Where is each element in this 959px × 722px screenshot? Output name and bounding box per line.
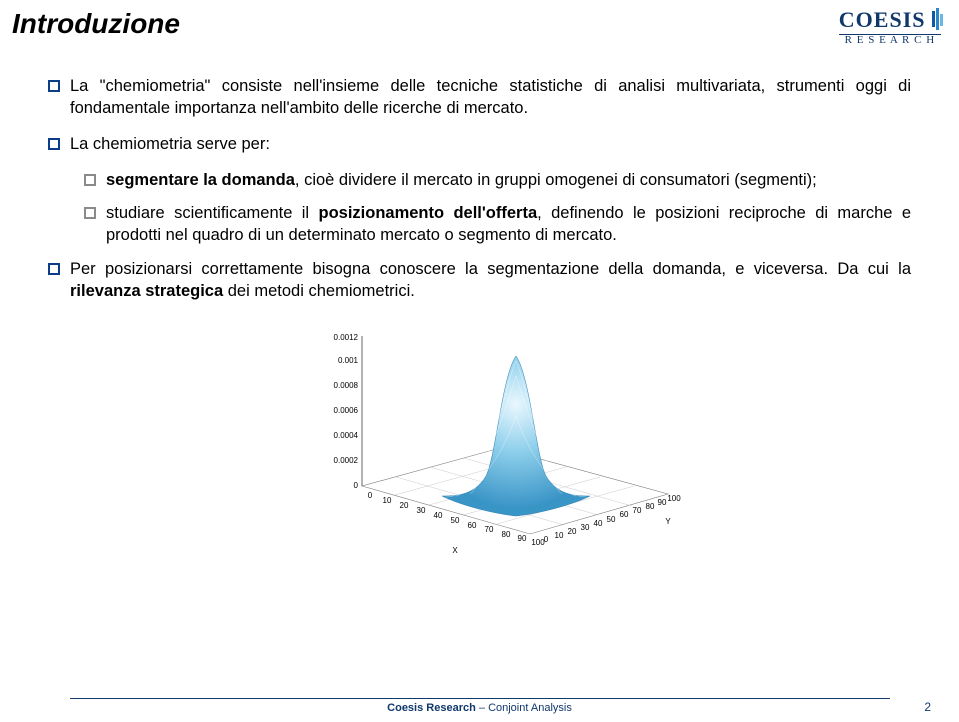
svg-text:10: 10 (554, 531, 563, 540)
footer: Coesis Research – Conjoint Analysis 2 (0, 698, 959, 714)
logo-top-text: COESIS (839, 7, 926, 32)
svg-text:60: 60 (467, 521, 476, 530)
bold-span: segmentare la domanda (106, 171, 295, 189)
svg-text:60: 60 (619, 510, 628, 519)
logo-text: COESIS (839, 8, 941, 31)
bullet-text: La chemiometria serve per: (70, 134, 911, 156)
bullet-subitem: studiare scientificamente il posizioname… (84, 203, 911, 247)
text-span: dei metodi chemiometrici. (223, 282, 415, 300)
bold-span: posizionamento dell'offerta (318, 204, 537, 222)
svg-text:30: 30 (416, 506, 425, 515)
bullet-square-icon (48, 80, 60, 92)
svg-text:10: 10 (382, 496, 391, 505)
svg-text:0.0012: 0.0012 (333, 333, 358, 342)
text-span: , cioè dividere il mercato in gruppi omo… (295, 171, 817, 189)
svg-text:90: 90 (517, 534, 526, 543)
bullet-square-icon (84, 174, 96, 186)
bullet-item: La chemiometria serve per: (48, 134, 911, 156)
footer-sep: – (476, 702, 488, 714)
bullet-text: segmentare la domanda, cioè dividere il … (106, 170, 911, 192)
svg-text:80: 80 (501, 530, 510, 539)
svg-text:90: 90 (657, 498, 666, 507)
content-area: La "chemiometria" consiste nell'insieme … (0, 46, 959, 556)
footer-product: Conjoint Analysis (488, 702, 572, 714)
page-title: Introduzione (12, 8, 180, 40)
svg-text:50: 50 (606, 515, 615, 524)
bullet-item: Per posizionarsi correttamente bisogna c… (48, 259, 911, 303)
svg-text:70: 70 (632, 506, 641, 515)
page-number: 2 (924, 700, 931, 714)
footer-brand: Coesis Research (387, 702, 476, 714)
svg-text:80: 80 (645, 502, 654, 511)
footer-text: Coesis Research – Conjoint Analysis (387, 702, 572, 714)
svg-text:0: 0 (367, 491, 372, 500)
bullet-square-icon (48, 138, 60, 150)
svg-text:50: 50 (450, 516, 459, 525)
svg-text:40: 40 (593, 519, 602, 528)
svg-text:0.0008: 0.0008 (333, 381, 358, 390)
svg-text:70: 70 (484, 525, 493, 534)
bullet-text: Per posizionarsi correttamente bisogna c… (70, 259, 911, 303)
svg-text:0: 0 (353, 481, 358, 490)
bold-span: rilevanza strategica (70, 282, 223, 300)
svg-text:0.0002: 0.0002 (333, 456, 358, 465)
logo-bars-icon (932, 8, 941, 30)
svg-text:0: 0 (543, 535, 548, 544)
bullet-square-icon (48, 263, 60, 275)
text-span: studiare scientificamente il (106, 204, 318, 222)
bullet-item: La "chemiometria" consiste nell'insieme … (48, 76, 911, 120)
gaussian-3d-chart: 0 0.0002 0.0004 0.0006 0.0008 0.001 0.00… (270, 316, 690, 556)
bullet-subitem: segmentare la domanda, cioè dividere il … (84, 170, 911, 192)
svg-text:0.001: 0.001 (337, 356, 358, 365)
text-span: Per posizionarsi correttamente bisogna c… (70, 260, 911, 278)
svg-text:40: 40 (433, 511, 442, 520)
x-axis-label: X (452, 546, 458, 555)
bullet-text: studiare scientificamente il posizioname… (106, 203, 911, 247)
y-axis-label: Y (665, 517, 671, 526)
footer-divider (70, 698, 890, 699)
bullet-square-icon (84, 207, 96, 219)
logo-subtext: R E S E A R C H (839, 34, 941, 47)
svg-text:20: 20 (399, 501, 408, 510)
svg-text:30: 30 (580, 523, 589, 532)
svg-text:100: 100 (667, 494, 681, 503)
svg-text:0.0004: 0.0004 (333, 431, 358, 440)
brand-logo: COESIS R E S E A R C H (839, 8, 941, 46)
bullet-text: La "chemiometria" consiste nell'insieme … (70, 76, 911, 120)
svg-text:20: 20 (567, 527, 576, 536)
svg-text:0.0006: 0.0006 (333, 406, 358, 415)
